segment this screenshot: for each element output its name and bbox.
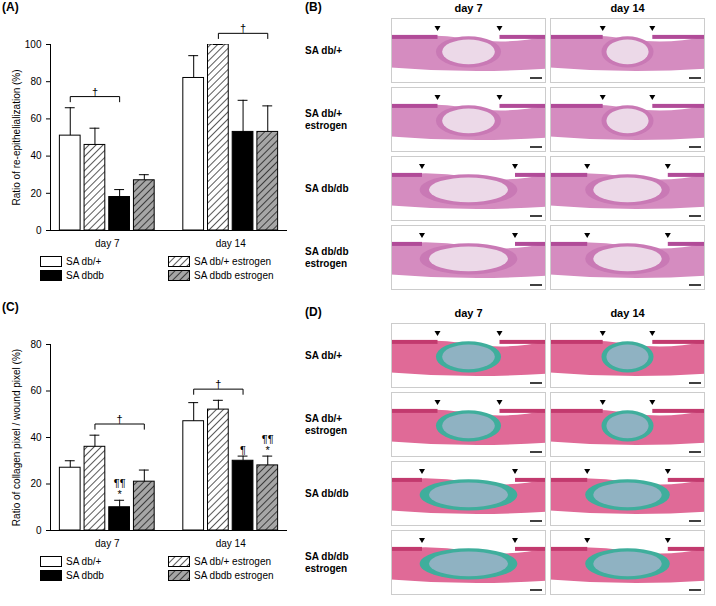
html-text:SA db/+ estrogen: SA db/+ estrogen: [305, 413, 348, 436]
svg-text:†: †: [92, 86, 98, 98]
html-text:SA dbdb estrogen: SA dbdb estrogen: [194, 270, 274, 281]
html-text:SA db/+: SA db/+: [305, 44, 343, 56]
svg-text:¶¶*: ¶¶*: [114, 477, 126, 500]
svg-text:20: 20: [30, 478, 42, 489]
svg-text:0: 0: [36, 225, 42, 236]
html-text:(D): (D): [305, 305, 322, 319]
html-text:SA db/+: SA db/+: [66, 256, 102, 267]
html-text:day 14: day 14: [610, 307, 645, 319]
html-text:SA db/+ estrogen: SA db/+ estrogen: [194, 556, 271, 567]
svg-text:†: †: [215, 378, 221, 390]
svg-text:Ratio of re-epithelialization: Ratio of re-epithelialization (%): [11, 69, 22, 205]
svg-text:80: 80: [30, 339, 42, 350]
svg-text:60: 60: [30, 113, 42, 124]
html-text:SA dbdb: SA dbdb: [66, 270, 104, 281]
html-text:(C): (C): [2, 300, 19, 314]
svg-text:0: 0: [36, 525, 42, 536]
svg-text:40: 40: [30, 150, 42, 161]
html-text:SA db/+ estrogen: SA db/+ estrogen: [305, 108, 348, 131]
html-text:(A): (A): [2, 0, 19, 14]
html-text:SA db/db estrogen: SA db/db estrogen: [305, 551, 349, 574]
svg-text:Ratio of collagen pixel / woun: Ratio of collagen pixel / wound pixel (%…: [11, 349, 22, 526]
svg-text:day 14: day 14: [216, 238, 246, 249]
html-text:SA db/db: SA db/db: [305, 182, 349, 194]
html-text:day 7: day 7: [454, 307, 483, 319]
html-text:SA dbdb estrogen: SA dbdb estrogen: [194, 570, 274, 581]
svg-text:day 14: day 14: [216, 538, 246, 549]
svg-text:day 7: day 7: [95, 238, 120, 249]
svg-text:day 7: day 7: [95, 538, 120, 549]
html-text:SA db/+ estrogen: SA db/+ estrogen: [194, 256, 271, 267]
svg-text:†: †: [117, 413, 123, 425]
svg-text:80: 80: [30, 76, 42, 87]
html-text:SA db/+: SA db/+: [305, 349, 343, 361]
html-text:day 14: day 14: [610, 2, 645, 14]
svg-text:40: 40: [30, 432, 42, 443]
html-text:(B): (B): [305, 0, 322, 14]
svg-text:20: 20: [30, 188, 42, 199]
svg-text:†: †: [240, 22, 246, 34]
html-text:day 7: day 7: [454, 2, 483, 14]
html-text:SA db/db: SA db/db: [305, 487, 349, 499]
html-text:SA dbdb: SA dbdb: [66, 570, 104, 581]
html-text:SA db/db estrogen: SA db/db estrogen: [305, 246, 349, 269]
svg-text:¶: ¶: [240, 444, 246, 456]
svg-text:100: 100: [25, 39, 42, 50]
svg-text:60: 60: [30, 385, 42, 396]
html-text:SA db/+: SA db/+: [66, 556, 102, 567]
svg-text:¶¶*: ¶¶*: [262, 433, 274, 456]
